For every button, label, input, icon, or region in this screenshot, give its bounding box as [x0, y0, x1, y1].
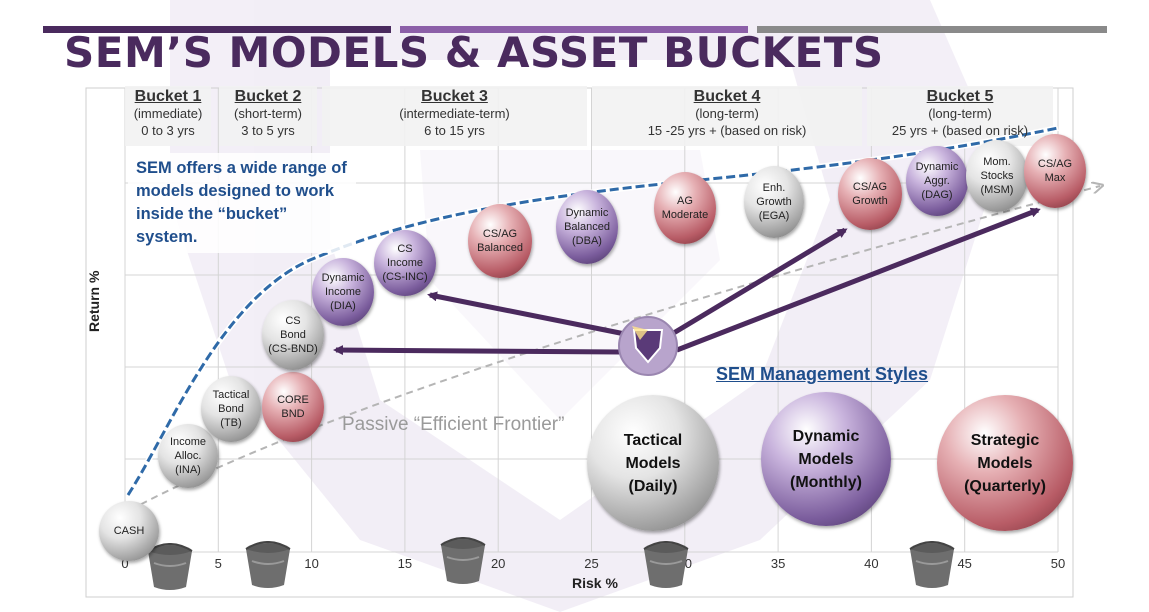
bucket-range: 3 to 5 yrs	[241, 123, 295, 138]
model-label: Income Alloc. (INA)	[169, 436, 207, 476]
bucket-5-header: Bucket 5 (long-term) 25 yrs + (based on …	[867, 88, 1053, 139]
model-label: CORE BND	[277, 394, 309, 420]
style-label: Tactical Models (Daily)	[623, 431, 683, 495]
model-label: CS/AG Growth	[852, 181, 888, 207]
header-bar-mid	[400, 26, 748, 33]
bucket-icon	[440, 537, 486, 584]
model-label: Dynamic Aggr. (DAG)	[915, 161, 959, 201]
bucket-2-header: Bucket 2 (short-term) 3 to 5 yrs	[219, 88, 317, 139]
model-label: Mom. Stocks (MSM)	[980, 156, 1014, 196]
model-label: Tactical Bond (TB)	[212, 389, 250, 429]
frontier-label: Passive “Efficient Frontier”	[342, 414, 565, 435]
model-dynamic-balanced: Dynamic Balanced (DBA)	[556, 190, 618, 264]
x-tick-label: 5	[214, 556, 222, 571]
model-label: CASH	[113, 525, 145, 537]
bucket-icon	[909, 541, 955, 588]
model-label: AG Moderate	[661, 195, 709, 221]
bucket-name: Bucket 3	[421, 88, 488, 105]
y-axis-title: Return %	[86, 270, 102, 332]
bucket-3-header: Bucket 3 (intermediate-term) 6 to 15 yrs	[322, 88, 587, 139]
model-label: Dynamic Balanced (DBA)	[564, 207, 610, 247]
model-mom-stocks: Mom. Stocks (MSM)	[966, 140, 1028, 212]
bucket-name: Bucket 1	[134, 88, 202, 105]
offer-callout: SEM offers a wide range of models design…	[128, 153, 356, 253]
model-cs-ag-max: CS/AG Max	[1024, 134, 1086, 208]
page-title: SEM’S MODELS & ASSET BUCKETS	[64, 28, 884, 77]
model-tactical-bond: Tactical Bond (TB)	[201, 376, 261, 442]
bucket-term: (long-term)	[695, 106, 759, 121]
model-enh-growth: Enh. Growth (EGA)	[744, 166, 804, 238]
x-tick-label: 20	[490, 556, 506, 571]
management-styles-title: SEM Management Styles	[716, 364, 929, 384]
bucket-term: (intermediate-term)	[399, 106, 510, 121]
bucket-range: 0 to 3 yrs	[141, 123, 195, 138]
bucket-term: (short-term)	[234, 106, 302, 121]
model-label: Dynamic Income (DIA)	[321, 272, 365, 312]
model-dynamic-aggr: Dynamic Aggr. (DAG)	[906, 146, 968, 216]
bucket-name: Bucket 4	[693, 88, 761, 105]
x-tick-label: 50	[1050, 556, 1066, 571]
bucket-icon	[245, 541, 291, 588]
bucket-icon	[147, 543, 193, 590]
model-income-alloc: Income Alloc. (INA)	[158, 424, 218, 488]
model-label: CS Income (CS-INC)	[382, 243, 428, 283]
style-dynamic: Dynamic Models (Monthly)	[761, 392, 891, 526]
model-cs-ag-growth: CS/AG Growth	[838, 158, 902, 230]
x-tick-label: 15	[397, 556, 413, 571]
bucket-icon	[643, 541, 689, 588]
model-label: CS/AG Balanced	[477, 228, 523, 254]
model-label: Enh. Growth (EGA)	[756, 182, 792, 222]
bucket-range: 15 -25 yrs + (based on risk)	[647, 123, 807, 138]
bucket-4-header: Bucket 4 (long-term) 15 -25 yrs + (based…	[592, 88, 862, 139]
bucket-term: (long-term)	[928, 106, 992, 121]
x-tick-label: 25	[584, 556, 599, 571]
style-arrows	[333, 207, 1041, 356]
model-cs-income: CS Income (CS-INC)	[374, 230, 436, 296]
model-core-bnd: CORE BND	[262, 372, 324, 442]
bucket-range: 6 to 15 yrs	[424, 123, 485, 138]
x-tick-label: 0	[121, 556, 129, 571]
x-tick-label: 40	[864, 556, 879, 571]
model-cs-ag-balanced: CS/AG Balanced	[468, 204, 532, 278]
model-cs-bond: CS Bond (CS-BND)	[262, 300, 324, 370]
style-strategic: Strategic Models (Quarterly)	[937, 395, 1073, 531]
style-label: Dynamic Models (Monthly)	[790, 427, 862, 491]
passive-frontier-line	[129, 186, 1100, 511]
x-tick-label: 10	[304, 556, 319, 571]
x-tick-label: 35	[770, 556, 786, 571]
x-tick-label: 45	[957, 556, 972, 571]
model-cash: CASH	[99, 501, 159, 561]
style-label: Strategic Models (Quarterly)	[964, 431, 1046, 495]
bucket-name: Bucket 2	[234, 88, 302, 105]
header-bar-gray	[757, 26, 1107, 33]
model-label: CS/AG Max	[1037, 158, 1073, 184]
model-label: CS Bond (CS-BND)	[268, 315, 318, 355]
bucket-term: (immediate)	[133, 106, 203, 121]
x-axis-title: Risk %	[572, 575, 618, 591]
bucket-range: 25 yrs + (based on risk)	[891, 123, 1029, 138]
bucket-1-header: Bucket 1 (immediate) 0 to 3 yrs	[125, 88, 211, 139]
style-tactical: Tactical Models (Daily)	[587, 395, 719, 531]
bucket-name: Bucket 5	[926, 88, 994, 105]
model-dynamic-income: Dynamic Income (DIA)	[312, 258, 374, 326]
header-bar-dark	[43, 26, 391, 33]
model-ag-moderate: AG Moderate	[654, 172, 716, 244]
